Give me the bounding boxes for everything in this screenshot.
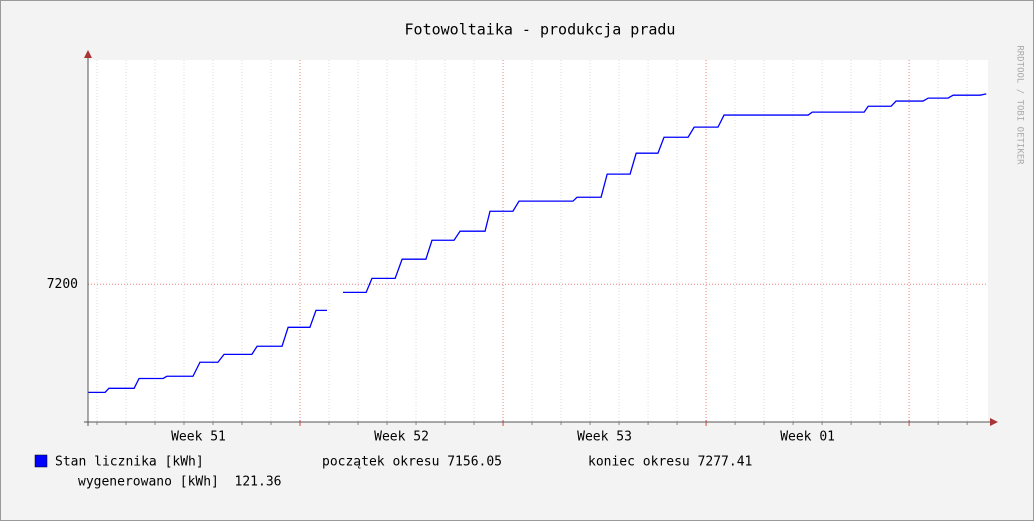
chart-title: Fotowoltaika - produkcja pradu xyxy=(405,21,676,39)
plot-area xyxy=(88,60,988,422)
stat: początek okresu 7156.05 xyxy=(322,455,502,470)
series-line xyxy=(342,93,987,294)
x-tick-label: Week 53 xyxy=(577,430,632,445)
y-tick-label: 7200 xyxy=(47,277,78,292)
x-tick-label: Week 51 xyxy=(171,430,226,445)
x-tick-label: Week 01 xyxy=(780,430,835,445)
total: wygenerowano [kWh] 121.36 xyxy=(78,475,282,490)
series-line xyxy=(88,309,327,394)
stat: koniec okresu 7277.41 xyxy=(588,455,752,470)
x-tick-label: Week 52 xyxy=(374,430,429,445)
y-arrow xyxy=(84,50,92,58)
x-arrow xyxy=(990,418,998,426)
watermark: RRDTOOL / TOBI OETIKER xyxy=(1015,45,1025,165)
grid xyxy=(88,60,988,426)
marks xyxy=(88,93,987,394)
legend-swatch xyxy=(34,454,48,468)
legend-label: Stan licznika [kWh] xyxy=(55,455,204,470)
